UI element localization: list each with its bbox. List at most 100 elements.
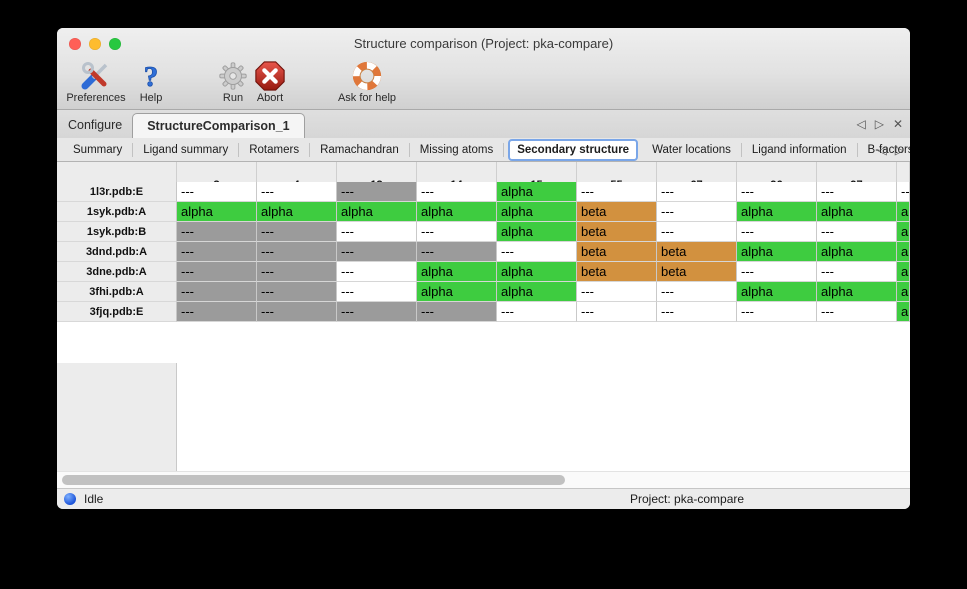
table-cell[interactable]: beta (657, 242, 737, 262)
toolbar-button-preferences[interactable]: Preferences (65, 59, 127, 104)
table-cell[interactable]: --- (177, 302, 257, 322)
subtab-ramachandran[interactable]: Ramachandran (310, 142, 410, 157)
row-header-3fhi-pdb-a[interactable]: 3fhi.pdb:A (57, 282, 177, 302)
table-cell[interactable]: --- (177, 282, 257, 302)
table-cell[interactable]: --- (337, 302, 417, 322)
table-cell[interactable]: --- (737, 182, 817, 202)
table-cell[interactable]: --- (257, 302, 337, 322)
table-cell[interactable]: --- (257, 282, 337, 302)
table-cell[interactable]: --- (177, 222, 257, 242)
table-cell[interactable]: alpha (497, 202, 577, 222)
table-cell[interactable]: beta (577, 262, 657, 282)
table-cell[interactable]: --- (657, 302, 737, 322)
table-cell[interactable]: alpha (737, 282, 817, 302)
table-cell[interactable]: alpha (737, 242, 817, 262)
table-cell[interactable]: alpha (177, 202, 257, 222)
table-cell[interactable]: --- (817, 302, 897, 322)
table-cell[interactable]: alpha (497, 262, 577, 282)
table-cell[interactable]: alpha (897, 282, 910, 302)
table-cell[interactable]: --- (337, 242, 417, 262)
table-cell[interactable]: --- (337, 182, 417, 202)
toolbar-button-abort[interactable]: Abort (252, 59, 288, 104)
toolbar-button-run[interactable]: Run (216, 59, 250, 104)
subtab-water-locations[interactable]: Water locations (642, 142, 742, 157)
table-cell[interactable]: --- (177, 242, 257, 262)
table-cell[interactable]: beta (577, 202, 657, 222)
table-cell[interactable]: --- (337, 222, 417, 242)
table-cell[interactable]: --- (417, 242, 497, 262)
table-cell[interactable]: --- (817, 222, 897, 242)
table-cell[interactable]: --- (177, 262, 257, 282)
table-cell[interactable]: --- (417, 302, 497, 322)
table-cell[interactable]: alpha (497, 182, 577, 202)
table-cell[interactable]: beta (577, 222, 657, 242)
tab-close-button[interactable]: ✕ (892, 117, 903, 131)
subtab-missing-atoms[interactable]: Missing atoms (410, 142, 505, 157)
subtab-prev-button[interactable]: ◁ (877, 143, 887, 157)
row-header-1syk-pdb-a[interactable]: 1syk.pdb:A (57, 202, 177, 222)
row-header-3fjq-pdb-e[interactable]: 3fjq.pdb:E (57, 302, 177, 322)
table-cell[interactable]: --- (577, 282, 657, 302)
table-cell[interactable]: --- (417, 182, 497, 202)
toolbar-button-help[interactable]: ? Help (136, 59, 166, 104)
subtab-b-factors[interactable]: B-factors (867, 143, 910, 156)
table-cell[interactable]: alpha (897, 222, 910, 242)
table-cell[interactable]: --- (737, 302, 817, 322)
tab-structurecomparison-1[interactable]: StructureComparison_1 (132, 113, 305, 138)
table-cell[interactable]: --- (417, 222, 497, 242)
table-cell[interactable]: --- (577, 302, 657, 322)
table-cell[interactable]: alpha (897, 302, 910, 322)
row-header-1syk-pdb-b[interactable]: 1syk.pdb:B (57, 222, 177, 242)
subtab-next-button[interactable]: ▷ (894, 143, 904, 157)
table-cell[interactable]: --- (657, 222, 737, 242)
horizontal-scrollbar[interactable] (57, 471, 910, 488)
table-cell[interactable]: --- (257, 222, 337, 242)
table-cell[interactable]: beta (577, 242, 657, 262)
table-cell[interactable]: alpha (737, 202, 817, 222)
row-header-3dne-pdb-a[interactable]: 3dne.pdb:A (57, 262, 177, 282)
table-cell[interactable]: alpha (497, 222, 577, 242)
table-cell[interactable]: --- (577, 182, 657, 202)
table-cell[interactable]: --- (657, 182, 737, 202)
table-cell[interactable]: alpha (817, 202, 897, 222)
table-cell[interactable]: --- (657, 282, 737, 302)
zoom-window-button[interactable] (109, 38, 121, 50)
subtab-ligand-information[interactable]: Ligand information (742, 142, 858, 157)
table-cell[interactable]: alpha (257, 202, 337, 222)
subtab-secondary-structure[interactable]: Secondary structure (508, 138, 639, 161)
table-cell[interactable]: beta (657, 262, 737, 282)
table-cell[interactable]: --- (737, 262, 817, 282)
tab-next-button[interactable]: ▷ (874, 117, 884, 131)
close-window-button[interactable] (69, 38, 81, 50)
table-cell[interactable]: --- (817, 262, 897, 282)
minimize-window-button[interactable] (89, 38, 101, 50)
table-cell[interactable]: --- (497, 302, 577, 322)
table-cell[interactable]: alpha (417, 202, 497, 222)
table-cell[interactable]: alpha (897, 202, 910, 222)
table-cell[interactable]: alpha (897, 262, 910, 282)
table-cell[interactable]: --- (257, 242, 337, 262)
table-cell[interactable]: --- (657, 202, 737, 222)
table-cell[interactable]: --- (177, 182, 257, 202)
table-cell[interactable]: --- (897, 182, 910, 202)
horizontal-scrollbar-thumb[interactable] (62, 475, 565, 485)
row-header-3dnd-pdb-a[interactable]: 3dnd.pdb:A (57, 242, 177, 262)
table-cell[interactable]: alpha (417, 262, 497, 282)
table-cell[interactable]: --- (257, 262, 337, 282)
table-cell[interactable]: --- (497, 242, 577, 262)
row-header-1l3r-pdb-e[interactable]: 1l3r.pdb:E (57, 182, 177, 202)
table-cell[interactable]: alpha (817, 282, 897, 302)
table-cell[interactable]: --- (337, 282, 417, 302)
tab-prev-button[interactable]: ◁ (856, 117, 866, 131)
table-cell[interactable]: alpha (817, 242, 897, 262)
table-cell[interactable]: alpha (417, 282, 497, 302)
table-cell[interactable]: --- (817, 182, 897, 202)
subtab-rotamers[interactable]: Rotamers (239, 142, 311, 157)
table-cell[interactable]: --- (337, 262, 417, 282)
subtab-ligand-summary[interactable]: Ligand summary (133, 142, 240, 157)
table-cell[interactable]: --- (737, 222, 817, 242)
table-cell[interactable]: --- (257, 182, 337, 202)
subtab-summary[interactable]: Summary (63, 142, 134, 157)
table-cell[interactable]: alpha (897, 242, 910, 262)
toolbar-button-ask-for-help[interactable]: Ask for help (330, 59, 404, 104)
